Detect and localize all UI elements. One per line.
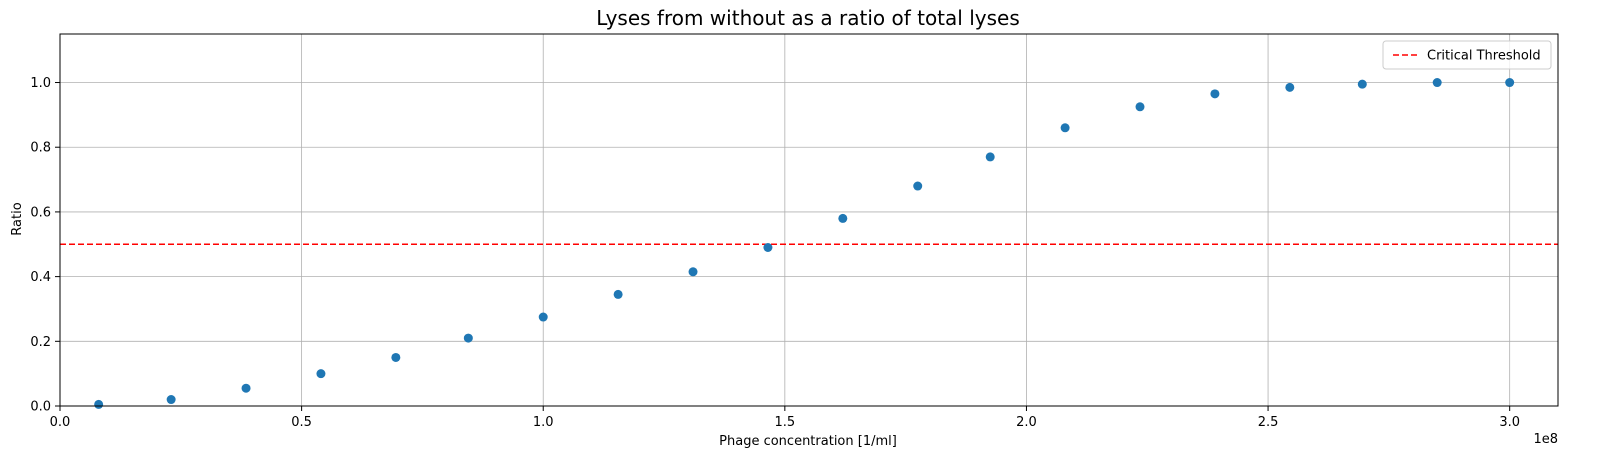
data-point <box>1060 123 1070 133</box>
data-point <box>463 333 473 343</box>
data-point <box>688 267 698 277</box>
data-point <box>538 312 548 322</box>
data-point <box>316 369 326 379</box>
data-point <box>838 213 848 223</box>
legend-threshold-label: Critical Threshold <box>1427 49 1541 64</box>
y-tick-label: 0.8 <box>30 141 51 156</box>
data-point <box>1285 82 1295 92</box>
y-tick-label: 0.6 <box>30 205 51 220</box>
x-tick-label: 0.0 <box>50 415 71 430</box>
x-axis-label: Phage concentration [1/ml] <box>719 434 897 449</box>
data-point <box>94 399 104 409</box>
x-tick-label: 1.0 <box>533 415 554 430</box>
x-tick-label: 2.5 <box>1258 415 1279 430</box>
y-tick-label: 1.0 <box>30 76 51 91</box>
ticks: 0.0 0.5 1.0 1.5 2.0 2.5 3.0 0.0 0.2 0.4 0.6 0.8 1.0 <box>30 76 1520 430</box>
y-tick-label: 0.4 <box>30 270 51 285</box>
y-axis-label: Ratio <box>10 202 25 235</box>
data-point <box>985 152 995 162</box>
x-tick-label: 0.5 <box>291 415 312 430</box>
legend: Critical Threshold <box>1382 40 1552 70</box>
y-tick-label: 0.0 <box>30 400 51 415</box>
legend-box <box>1382 40 1552 70</box>
scatter-points <box>94 78 1515 409</box>
plot-frame <box>59 33 1559 407</box>
data-point <box>1135 102 1145 112</box>
data-point <box>1210 89 1220 99</box>
x-tick-label: 3.0 <box>1499 415 1520 430</box>
data-point <box>913 181 923 191</box>
grid <box>59 34 1558 407</box>
x-tick-label: 1.5 <box>774 415 795 430</box>
data-point <box>1432 78 1442 88</box>
x-tick-label: 2.0 <box>1016 415 1037 430</box>
data-point <box>613 289 623 299</box>
chart-title: Lyses from without as a ratio of total l… <box>596 6 1019 30</box>
y-tick-label: 0.2 <box>30 335 51 350</box>
data-point <box>1505 78 1515 88</box>
data-point <box>166 395 176 405</box>
data-point <box>241 383 251 393</box>
data-point <box>1357 79 1367 89</box>
data-point <box>391 352 401 362</box>
data-point <box>763 242 773 252</box>
x-offset-label: 1e8 <box>1533 432 1558 447</box>
